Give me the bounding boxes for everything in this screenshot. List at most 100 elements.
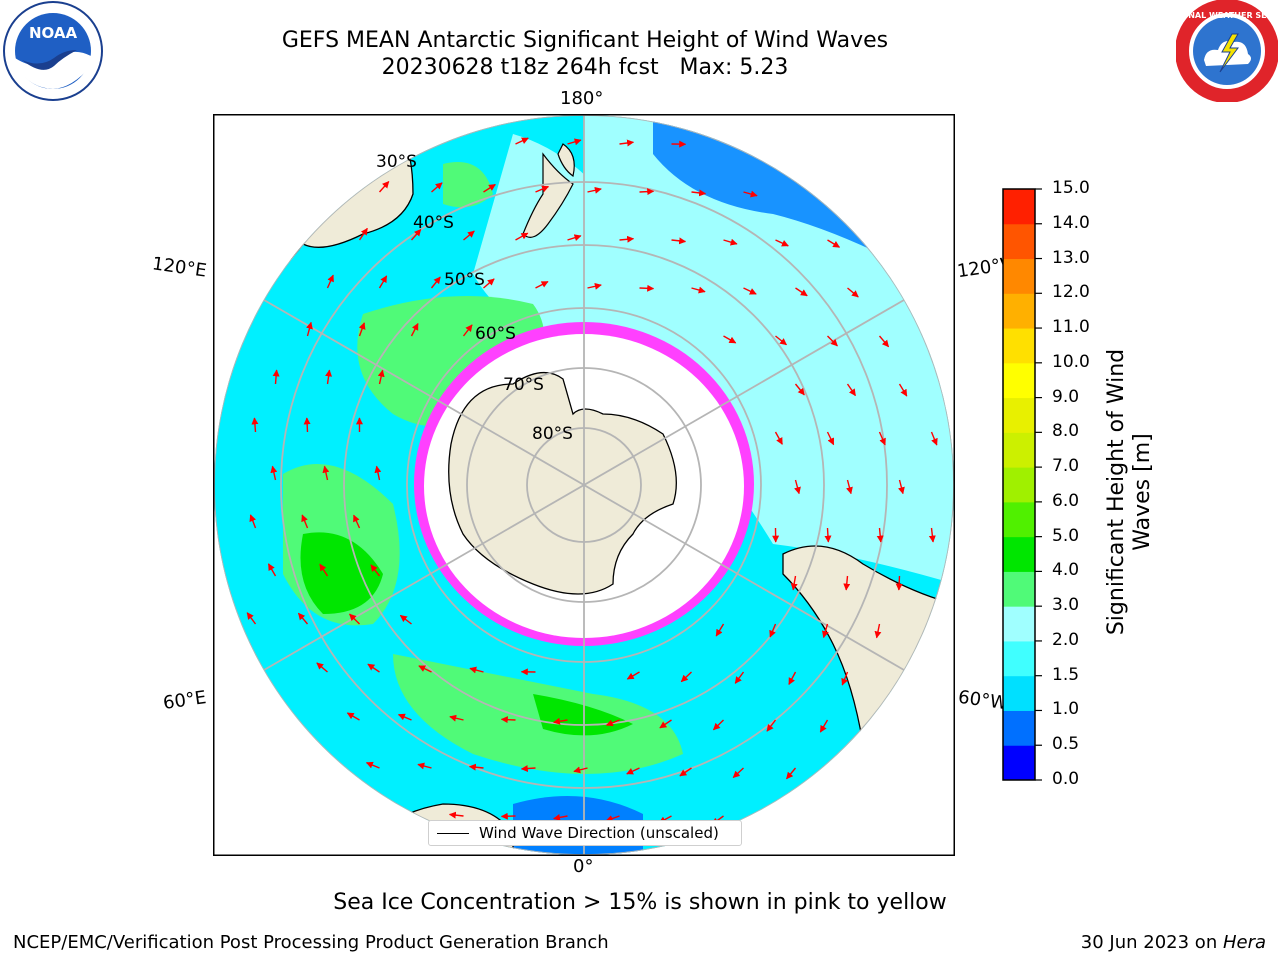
wind-arrow	[267, 563, 277, 577]
wind-arrow	[821, 623, 829, 639]
wind-arrow	[358, 227, 368, 241]
wind-arrow	[691, 286, 706, 294]
wind-arrow	[723, 238, 738, 246]
colorbar-tick-label: 15.0	[1052, 178, 1090, 198]
lat-label-60s: 60°S	[475, 324, 516, 344]
colorbar-tick-label: 1.5	[1052, 664, 1080, 685]
lat-label-80s: 80°S	[532, 424, 573, 444]
colorbar-tick-label: 2.0	[1052, 629, 1080, 650]
wind-arrow	[378, 181, 390, 193]
wind-arrow	[468, 763, 484, 771]
wind-arrow	[827, 239, 841, 248]
wind-arrow	[691, 189, 707, 197]
legend-label: Wind Wave Direction (unscaled)	[479, 824, 719, 842]
sea-ice-note: Sea Ice Concentration > 15% is shown in …	[333, 890, 947, 915]
colorbar-tick-label: 6.0	[1052, 490, 1080, 511]
colorbar-band	[1003, 223, 1035, 260]
wind-arrow	[520, 765, 536, 772]
wind-arrow	[378, 275, 388, 289]
wind-arrow	[712, 719, 724, 731]
lon-label-120e: 120°E	[150, 253, 208, 282]
lat-label-50s: 50°S	[444, 270, 485, 290]
wind-arrow	[769, 623, 777, 638]
wind-arrow	[410, 322, 419, 337]
colorbar-tick-label: 7.0	[1052, 456, 1080, 477]
wind-arrow	[587, 186, 602, 194]
colorbar-tick-label: 3.0	[1052, 595, 1080, 616]
wind-arrow	[249, 514, 257, 529]
colorbar-band	[1003, 675, 1035, 711]
wind-arrow	[732, 767, 744, 779]
wind-arrow	[605, 815, 620, 822]
wind-arrow	[322, 465, 330, 481]
wind-arrow	[535, 280, 549, 289]
colorbar-tick-label: 1.0	[1052, 699, 1080, 720]
wind-arrow	[827, 335, 838, 347]
wind-arrow	[326, 274, 334, 289]
wind-arrow	[794, 383, 805, 396]
colorbar-tick-label: 11.0	[1052, 317, 1090, 338]
wind-arrow	[659, 719, 672, 729]
wind-arrow	[500, 716, 516, 724]
wind-arrow	[346, 712, 360, 721]
colorbar-band	[1003, 397, 1035, 433]
colorbar-tick-label: 0.0	[1052, 769, 1080, 789]
svg-text:NATIONAL WEATHER SERVICE: NATIONAL WEATHER SERVICE	[1176, 11, 1278, 20]
wind-arrow	[483, 183, 496, 193]
wind-arrow	[553, 717, 568, 725]
antarctica	[448, 372, 677, 595]
wind-arrow	[878, 431, 886, 446]
wind-arrow	[251, 417, 259, 433]
wind-arrow	[319, 563, 329, 577]
wind-arrow	[819, 719, 829, 733]
wind-arrow	[297, 612, 309, 625]
wind-arrow	[303, 417, 311, 433]
wind-arrow	[795, 287, 808, 297]
wind-arrow	[325, 369, 333, 385]
wind-arrow	[449, 714, 464, 722]
wind-arrow	[619, 235, 635, 243]
wind-arrow	[515, 232, 529, 241]
wind-arrow	[878, 335, 890, 348]
colorbar-tick-label: 13.0	[1052, 247, 1090, 268]
footer-left: NCEP/EMC/Verification Post Processing Pr…	[13, 932, 609, 953]
colorbar-band	[1003, 189, 1035, 225]
wind-arrow	[619, 139, 635, 147]
wind-arrow	[306, 321, 313, 337]
wind-arrow	[553, 813, 568, 821]
colorbar-band	[1003, 432, 1035, 468]
map-legend: Wind Wave Direction (unscaled)	[428, 820, 742, 846]
wind-arrow	[374, 465, 382, 481]
footer-date: 30 Jun 2023 on	[1080, 932, 1223, 953]
wind-arrow	[671, 237, 687, 245]
colorbar-tick-label: 8.0	[1052, 421, 1080, 442]
colorbar-band	[1003, 328, 1035, 364]
wind-arrow	[723, 335, 737, 344]
wind-arrow	[766, 719, 777, 732]
colorbar-tick-label: 9.0	[1052, 386, 1080, 407]
colorbar-band	[1003, 745, 1035, 781]
wind-arrow	[826, 431, 835, 446]
lat-label-30s: 30°S	[376, 152, 417, 172]
colorbar-tick-label: 10.0	[1052, 351, 1090, 372]
wind-arrow	[743, 287, 757, 295]
wind-arrow	[605, 719, 620, 727]
wind-arrow	[246, 612, 257, 625]
wind-arrow	[847, 287, 859, 298]
wind-arrow	[743, 190, 758, 198]
wind-arrow	[775, 239, 789, 247]
wind-arrow	[353, 514, 361, 529]
colorbar-band	[1003, 536, 1035, 572]
colorbar	[1002, 188, 1042, 781]
wind-arrow	[786, 767, 797, 780]
colorbar-band	[1003, 258, 1035, 294]
wind-arrow	[410, 228, 422, 241]
lon-label-180: 180°	[560, 88, 604, 109]
wind-arrow	[417, 762, 432, 770]
wind-arrow	[680, 671, 692, 683]
wind-arrow	[535, 185, 550, 193]
wind-arrow	[895, 575, 903, 591]
chart-title: GEFS MEAN Antarctic Significant Height o…	[281, 28, 889, 53]
wind-arrow	[377, 369, 385, 385]
wind-arrow	[841, 671, 849, 686]
